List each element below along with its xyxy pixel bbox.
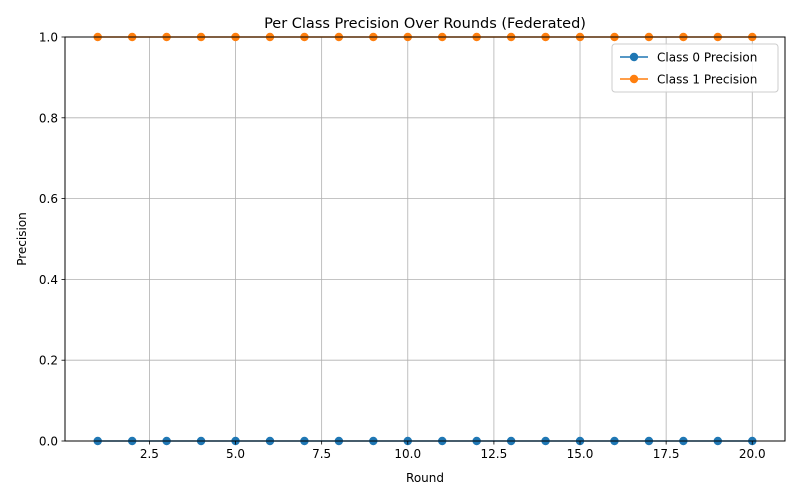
y-tick-label: 0.8 xyxy=(39,111,58,125)
legend-item: Class 0 Precision xyxy=(620,51,757,65)
legend-swatch-marker xyxy=(629,52,639,62)
legend-label: Class 0 Precision xyxy=(657,51,757,65)
x-tick-label: 15.0 xyxy=(567,447,594,461)
x-tick-label: 7.5 xyxy=(312,447,331,461)
legend-box xyxy=(611,43,779,93)
x-tick-label: 20.0 xyxy=(739,447,766,461)
grid xyxy=(65,36,785,442)
y-tick-label: 0.0 xyxy=(39,435,58,449)
y-tick-label: 0.6 xyxy=(39,192,58,206)
axis-ticks: 2.5 5.0 7.5 10.0 12.5 15.0 17.5 20.0 0.0 0.2 0.4 0.… xyxy=(39,31,766,462)
x-tick-label: 17.5 xyxy=(653,447,680,461)
y-axis-title: Precision xyxy=(15,212,29,266)
legend-swatch-marker xyxy=(629,74,639,84)
legend-label: Class 1 Precision xyxy=(657,73,757,87)
chart-title: Per Class Precision Over Rounds (Federat… xyxy=(264,16,586,32)
y-tick-label: 0.2 xyxy=(39,354,58,368)
x-tick-label: 12.5 xyxy=(481,447,508,461)
y-tick-label: 0.4 xyxy=(39,273,58,287)
x-tick-label: 2.5 xyxy=(140,447,159,461)
x-tick-label: 5.0 xyxy=(226,447,245,461)
legend-item: Class 1 Precision xyxy=(620,73,757,87)
legend: Class 0 Precision Class 1 Precision xyxy=(611,43,779,93)
plot-frame xyxy=(64,36,786,442)
x-tick-label: 10.0 xyxy=(394,447,421,461)
y-tick-label: 1.0 xyxy=(39,31,58,45)
x-axis-title: Round xyxy=(406,471,444,485)
series-layer xyxy=(93,32,757,446)
